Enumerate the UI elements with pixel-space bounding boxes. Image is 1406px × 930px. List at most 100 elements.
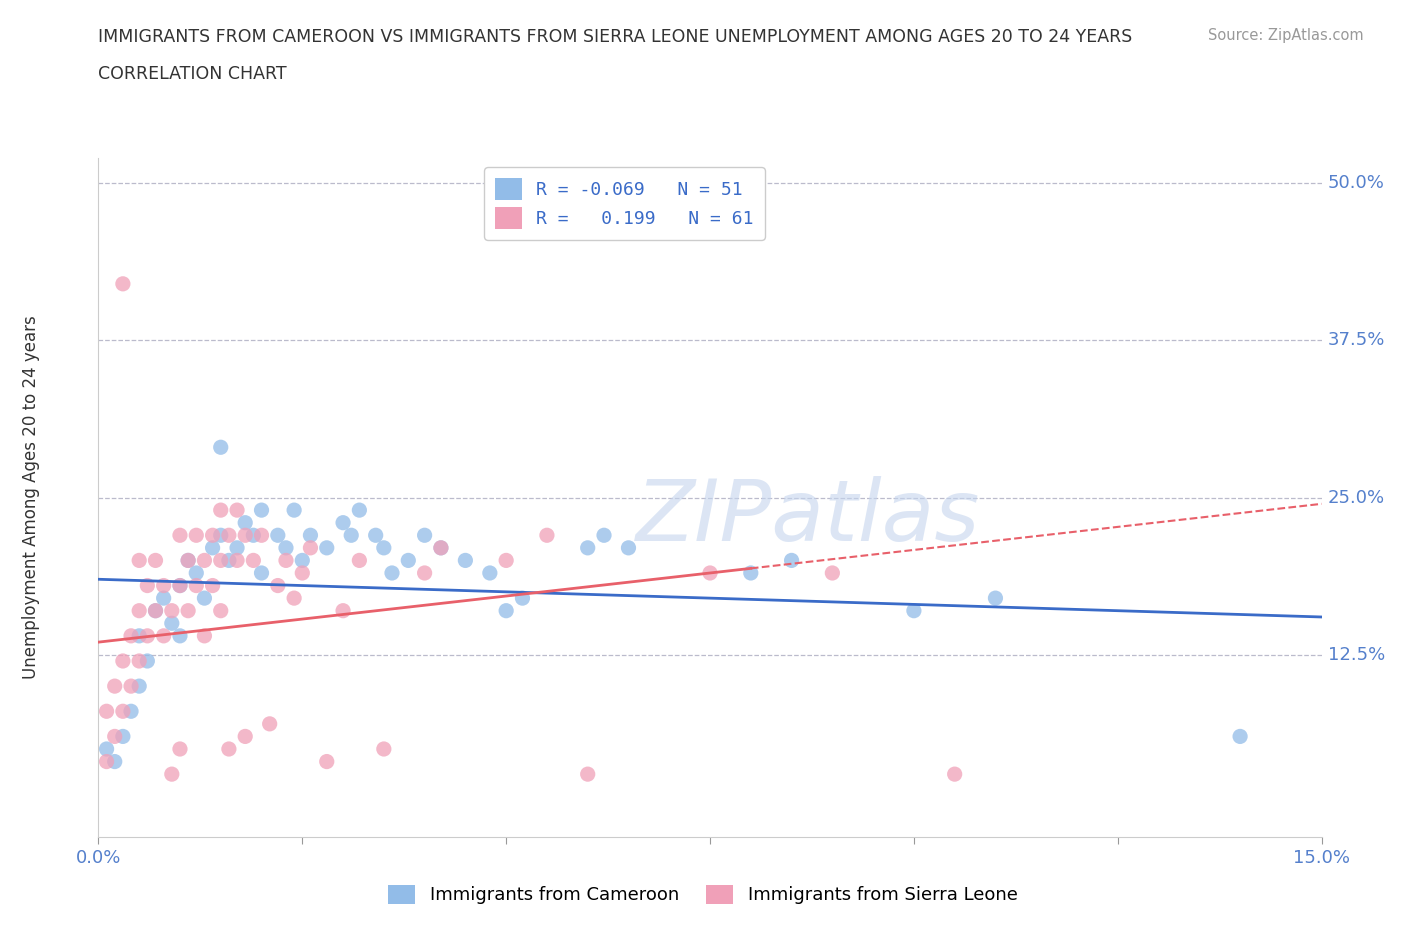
Point: [495, 604, 517, 618]
Point: [617, 540, 640, 555]
Text: 25.0%: 25.0%: [1327, 488, 1385, 507]
Point: [111, 729, 134, 744]
Point: [177, 604, 200, 618]
Point: [120, 704, 142, 719]
Point: [364, 528, 387, 543]
Point: [160, 766, 183, 781]
Point: [299, 528, 322, 543]
Point: [169, 578, 191, 593]
Point: [576, 766, 599, 781]
Point: [169, 629, 191, 644]
Point: [193, 629, 215, 644]
Point: [136, 654, 159, 669]
Point: [169, 578, 191, 593]
Point: [242, 528, 264, 543]
Point: [780, 553, 803, 568]
Point: [128, 553, 150, 568]
Point: [145, 553, 167, 568]
Text: ZIPatlas: ZIPatlas: [636, 476, 980, 560]
Text: 37.5%: 37.5%: [1327, 331, 1385, 350]
Text: IMMIGRANTS FROM CAMEROON VS IMMIGRANTS FROM SIERRA LEONE UNEMPLOYMENT AMONG AGES: IMMIGRANTS FROM CAMEROON VS IMMIGRANTS F…: [98, 28, 1133, 46]
Point: [96, 704, 118, 719]
Point: [177, 553, 200, 568]
Point: [201, 540, 224, 555]
Point: [291, 565, 314, 580]
Point: [233, 515, 256, 530]
Point: [413, 565, 436, 580]
Point: [152, 591, 174, 605]
Point: [193, 591, 215, 605]
Point: [495, 553, 517, 568]
Point: [332, 604, 354, 618]
Point: [169, 528, 191, 543]
Point: [250, 528, 273, 543]
Point: [96, 741, 118, 756]
Point: [136, 629, 159, 644]
Point: [128, 679, 150, 694]
Point: [984, 591, 1007, 605]
Point: [111, 654, 134, 669]
Point: [259, 716, 281, 731]
Point: [160, 604, 183, 618]
Point: [226, 540, 249, 555]
Point: [209, 503, 232, 518]
Legend: R = -0.069   N = 51, R =   0.199   N = 61: R = -0.069 N = 51, R = 0.199 N = 61: [484, 167, 765, 240]
Point: [218, 553, 240, 568]
Point: [145, 604, 167, 618]
Point: [381, 565, 404, 580]
Point: [340, 528, 363, 543]
Point: [274, 540, 297, 555]
Point: [104, 679, 127, 694]
Point: [226, 503, 249, 518]
Point: [233, 729, 256, 744]
Point: [242, 553, 264, 568]
Point: [152, 629, 174, 644]
Point: [104, 754, 127, 769]
Point: [478, 565, 501, 580]
Point: [299, 540, 322, 555]
Point: [576, 540, 599, 555]
Point: [177, 553, 200, 568]
Point: [96, 754, 118, 769]
Point: [201, 578, 224, 593]
Point: [373, 741, 395, 756]
Point: [120, 629, 142, 644]
Text: 12.5%: 12.5%: [1327, 645, 1385, 664]
Point: [128, 604, 150, 618]
Point: [267, 528, 290, 543]
Point: [201, 528, 224, 543]
Point: [315, 540, 337, 555]
Point: [233, 528, 256, 543]
Text: CORRELATION CHART: CORRELATION CHART: [98, 65, 287, 83]
Point: [160, 616, 183, 631]
Point: [111, 276, 134, 291]
Point: [283, 503, 305, 518]
Point: [593, 528, 616, 543]
Point: [283, 591, 305, 605]
Point: [943, 766, 966, 781]
Point: [128, 629, 150, 644]
Point: [209, 440, 232, 455]
Text: Source: ZipAtlas.com: Source: ZipAtlas.com: [1208, 28, 1364, 43]
Point: [332, 515, 354, 530]
Point: [349, 553, 371, 568]
Point: [740, 565, 762, 580]
Point: [454, 553, 477, 568]
Point: [1229, 729, 1251, 744]
Point: [209, 528, 232, 543]
Point: [186, 578, 208, 593]
Point: [512, 591, 534, 605]
Point: [274, 553, 297, 568]
Point: [186, 528, 208, 543]
Point: [152, 578, 174, 593]
Point: [169, 741, 191, 756]
Point: [218, 528, 240, 543]
Point: [291, 553, 314, 568]
Point: [430, 540, 453, 555]
Point: [396, 553, 419, 568]
Point: [430, 540, 453, 555]
Text: 50.0%: 50.0%: [1327, 174, 1385, 193]
Point: [267, 578, 290, 593]
Point: [209, 553, 232, 568]
Point: [111, 704, 134, 719]
